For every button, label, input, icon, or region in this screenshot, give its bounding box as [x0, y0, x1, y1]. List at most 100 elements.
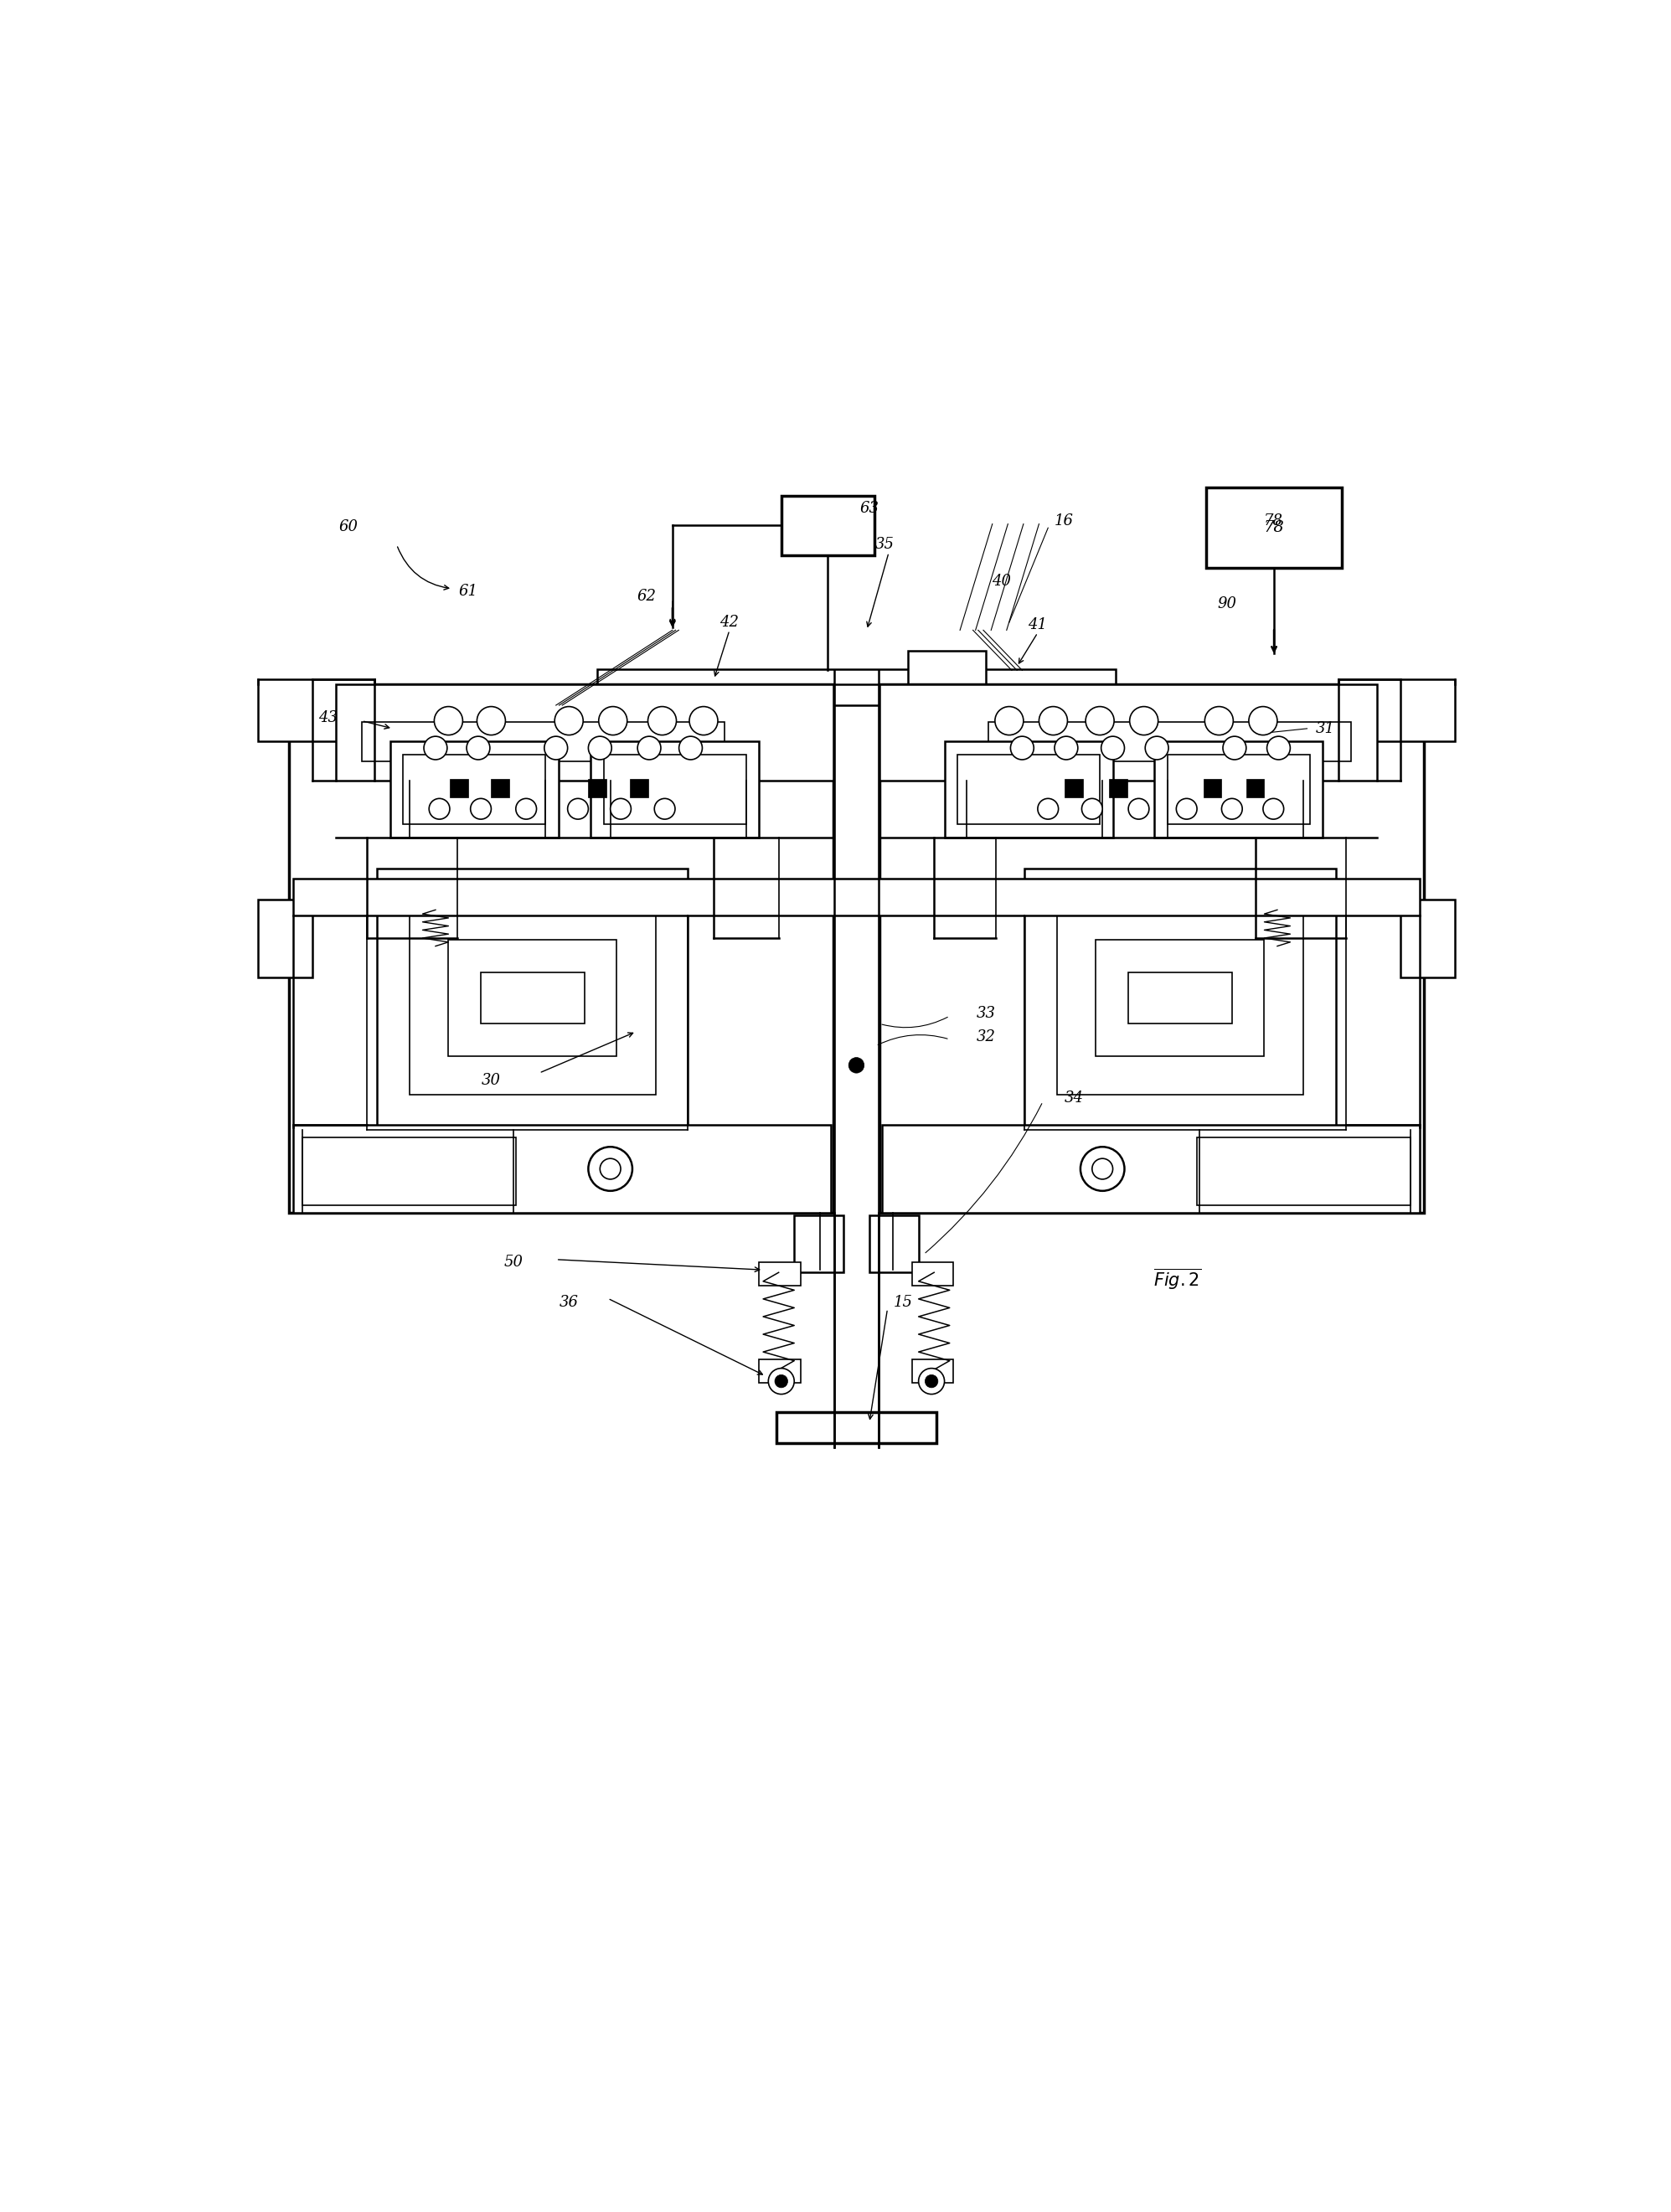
Text: 90: 90: [1216, 597, 1237, 613]
Text: 32: 32: [976, 1029, 996, 1044]
Text: 31: 31: [1315, 721, 1335, 737]
Circle shape: [588, 737, 612, 759]
Text: 40: 40: [993, 573, 1011, 588]
Circle shape: [1145, 737, 1168, 759]
Text: 36: 36: [560, 1294, 578, 1310]
Bar: [879, 684, 1424, 1212]
Bar: [794, 1214, 844, 1272]
Bar: [1058, 900, 1303, 1095]
Circle shape: [851, 1060, 862, 1073]
Bar: [449, 779, 468, 796]
Bar: [1064, 779, 1083, 796]
Circle shape: [1267, 737, 1290, 759]
Circle shape: [545, 737, 568, 759]
Circle shape: [1222, 799, 1242, 818]
Circle shape: [466, 737, 490, 759]
Text: 62: 62: [637, 588, 657, 604]
Circle shape: [690, 706, 719, 734]
Bar: [403, 754, 545, 825]
Bar: [292, 878, 1420, 916]
Circle shape: [769, 1369, 794, 1394]
Bar: [481, 971, 585, 1024]
Circle shape: [1248, 706, 1277, 734]
Circle shape: [1011, 737, 1034, 759]
Text: 78: 78: [1263, 520, 1285, 535]
Circle shape: [516, 799, 536, 818]
Circle shape: [434, 706, 463, 734]
Bar: [448, 940, 617, 1055]
Bar: [257, 900, 312, 978]
Circle shape: [678, 737, 702, 759]
Circle shape: [1086, 706, 1115, 734]
Circle shape: [638, 737, 660, 759]
Bar: [257, 679, 374, 741]
Bar: [869, 1214, 919, 1272]
Circle shape: [598, 706, 627, 734]
Circle shape: [1130, 706, 1158, 734]
Bar: [592, 741, 759, 838]
Bar: [1247, 779, 1265, 796]
Circle shape: [476, 706, 505, 734]
Bar: [588, 779, 607, 796]
Text: $\overline{\mathit{Fig.2}}$: $\overline{\mathit{Fig.2}}$: [1153, 1267, 1201, 1292]
Bar: [630, 779, 648, 796]
Bar: [1338, 679, 1455, 741]
Bar: [1400, 900, 1455, 978]
Circle shape: [849, 1057, 864, 1073]
Text: 43: 43: [319, 710, 338, 726]
Text: 50: 50: [503, 1254, 523, 1270]
Bar: [1096, 940, 1265, 1055]
Bar: [1024, 869, 1335, 1128]
Circle shape: [1081, 1146, 1125, 1190]
Text: 78: 78: [1263, 513, 1283, 529]
Circle shape: [994, 706, 1023, 734]
Bar: [1128, 971, 1232, 1024]
Circle shape: [471, 799, 491, 818]
Circle shape: [1176, 799, 1196, 818]
Bar: [409, 900, 655, 1095]
Bar: [292, 1126, 830, 1212]
Bar: [775, 1411, 937, 1444]
Bar: [782, 495, 874, 555]
Text: 63: 63: [859, 500, 879, 515]
Circle shape: [1081, 799, 1103, 818]
Bar: [603, 754, 747, 825]
Circle shape: [1101, 737, 1125, 759]
Bar: [491, 779, 510, 796]
Bar: [336, 684, 834, 781]
Bar: [909, 650, 986, 703]
Circle shape: [655, 799, 675, 818]
Circle shape: [1223, 737, 1247, 759]
Bar: [1196, 1137, 1410, 1206]
Bar: [598, 668, 1116, 686]
Bar: [1166, 754, 1310, 825]
Text: 30: 30: [481, 1073, 501, 1088]
Circle shape: [429, 799, 449, 818]
Circle shape: [926, 1376, 937, 1387]
Text: 60: 60: [339, 520, 358, 533]
Bar: [289, 684, 834, 1212]
Circle shape: [648, 706, 677, 734]
Circle shape: [568, 799, 588, 818]
Bar: [1155, 741, 1322, 838]
Text: 15: 15: [894, 1294, 912, 1310]
Bar: [389, 741, 558, 838]
Bar: [879, 684, 1377, 781]
Bar: [944, 741, 1113, 838]
Circle shape: [424, 737, 448, 759]
Circle shape: [1038, 799, 1058, 818]
Text: 61: 61: [458, 584, 478, 599]
Bar: [1206, 487, 1342, 568]
Circle shape: [588, 1146, 632, 1190]
Bar: [378, 869, 688, 1128]
Text: 42: 42: [720, 615, 739, 630]
Circle shape: [1039, 706, 1068, 734]
Circle shape: [775, 1376, 787, 1387]
Bar: [759, 1358, 800, 1382]
Bar: [957, 754, 1100, 825]
Bar: [1203, 779, 1222, 796]
Circle shape: [555, 706, 583, 734]
Text: 41: 41: [1028, 617, 1048, 633]
Text: 34: 34: [1064, 1091, 1083, 1106]
Circle shape: [919, 1369, 944, 1394]
